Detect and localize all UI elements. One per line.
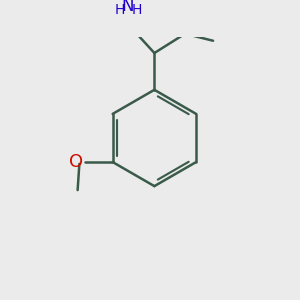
Text: H: H	[132, 3, 142, 17]
Text: H: H	[115, 3, 125, 17]
Text: N: N	[122, 0, 134, 15]
Text: O: O	[69, 153, 83, 171]
